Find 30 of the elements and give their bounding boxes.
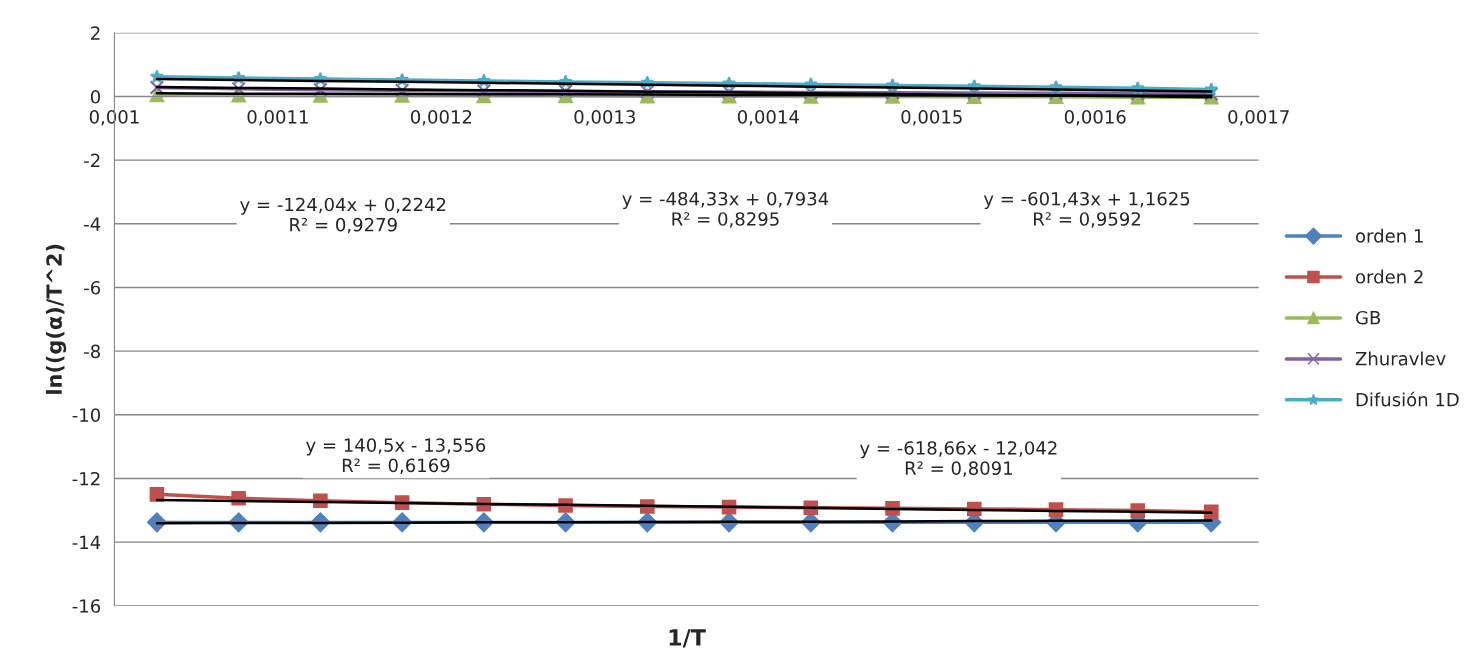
y-tick-label: -12 [72,471,100,486]
legend-label: Zhuravlev [1355,351,1446,366]
x-tick-label: 0,0014 [737,110,799,126]
legend-label: GB [1356,310,1381,325]
x-axis-title: 1/T [669,629,706,648]
legend-label: orden 1 [1355,228,1423,243]
x-tick-label: 0,0017 [1228,110,1289,126]
y-tick-label: -8 [84,344,100,359]
legend-label: orden 2 [1355,269,1423,284]
x-tick-label: 0,0016 [1064,110,1126,126]
annotation: y = 140,5x - 13,556 R² = 0,6169 [306,438,486,474]
legend-label: Difusión 1D [1356,391,1459,407]
x-tick-label: 0,001 [89,110,139,126]
annotation: y = -484,33x + 0,7934 R² = 0,8295 [622,191,829,228]
y-axis-title: ln((g(α)/T^2) [45,244,67,394]
x-tick-label: 0,0012 [410,110,472,126]
y-tick-label: -4 [84,217,101,231]
y-tick-label: 2 [91,26,100,40]
y-tick-label: 0 [90,89,101,104]
y-tick-label: -14 [72,535,101,549]
annotation: y = -124,04x + 0,2242 R² = 0,9279 [240,197,446,234]
annotation: y = -601,43x + 1,1625 R² = 0,9592 [983,191,1190,228]
y-tick-label: -2 [84,153,100,168]
x-tick-label: 0,0013 [574,110,635,126]
x-tick-label: 0,0015 [901,110,962,126]
y-tick-label: -10 [72,408,101,422]
annotation: y = -618,66x - 12,042 R² = 0,8091 [860,441,1057,477]
x-tick-label: 0,0011 [247,110,308,126]
y-tick-label: -6 [84,280,101,295]
y-tick-label: -16 [72,599,101,613]
